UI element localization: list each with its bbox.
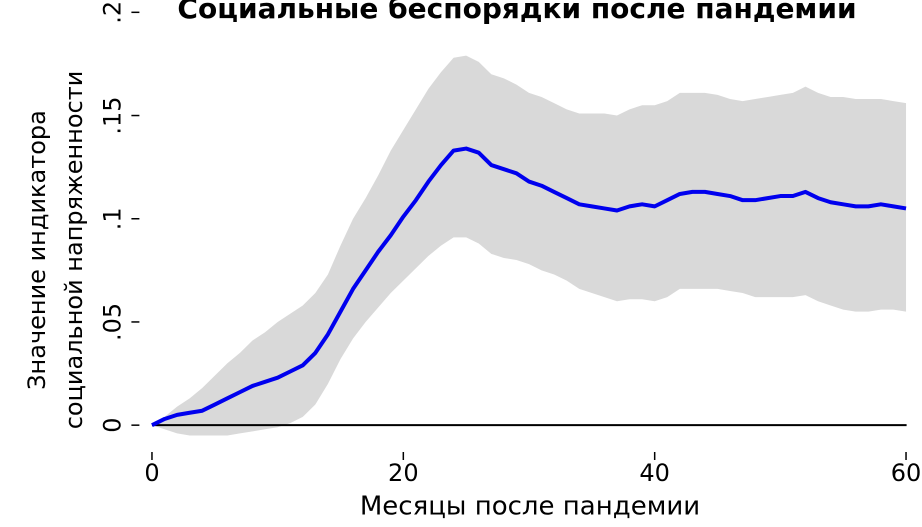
line	[151, 146, 907, 427]
y-axis-label: социальной напряженности	[60, 71, 88, 430]
confidence-band	[151, 55, 907, 436]
x-tick-label: 20	[388, 459, 419, 487]
y-tick-label: 0	[98, 418, 126, 433]
chart-title: Социальные беспорядки после пандемии	[177, 0, 856, 25]
x-tick-label: 0	[144, 459, 159, 487]
x-tick-label: 60	[891, 459, 922, 487]
x-axis-label: Месяцы после пандемии	[360, 492, 700, 522]
y-tick-label: .2	[98, 1, 126, 24]
x-tick-label: 40	[639, 459, 670, 487]
y-tick-label: .1	[98, 207, 126, 230]
y-tick-label: .15	[98, 96, 126, 134]
y-axis-label: Значение индикатора	[23, 110, 51, 390]
y-tick-label: .05	[98, 303, 126, 341]
